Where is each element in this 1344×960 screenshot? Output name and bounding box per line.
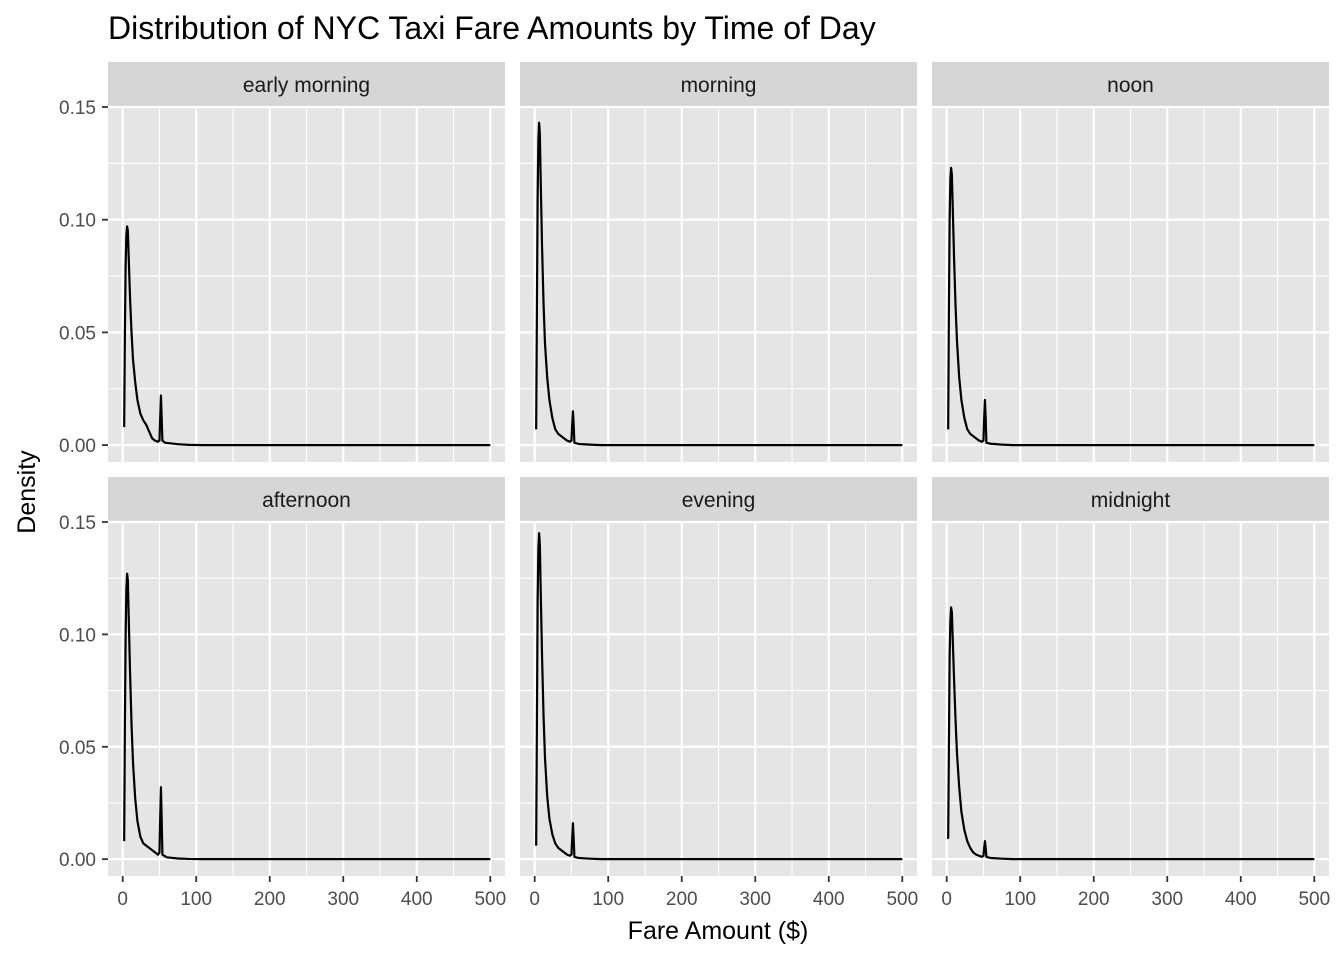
x-tick-label: 200 <box>666 889 698 910</box>
density-line <box>947 166 1315 447</box>
facet-panels: early morning 0.00 0.05 0.10 0.15 morning noon… <box>59 62 1330 910</box>
facet-strip-label: afternoon <box>262 489 351 512</box>
x-tick-label: 500 <box>886 889 918 910</box>
facet-strip <box>932 62 1329 107</box>
x-tick-label: 500 <box>474 889 506 910</box>
facet-afternoon: afternoon 0.00 0.05 0.10 0.15 0 100 200 300 400 50… <box>59 477 506 910</box>
facet-noon: noon <box>932 62 1329 462</box>
x-tick-label: 100 <box>592 889 624 910</box>
x-tick-label: 0 <box>941 889 952 910</box>
y-axis-title: Density <box>13 450 41 534</box>
x-tick-label: 400 <box>401 889 433 910</box>
density-line <box>947 606 1315 861</box>
x-axis-title: Fare Amount ($) <box>628 917 809 945</box>
x-tick-label: 300 <box>739 889 771 910</box>
y-tick-label: 0.10 <box>59 625 96 646</box>
facet-strip <box>520 477 917 522</box>
x-tick-label: 200 <box>1078 889 1110 910</box>
x-tick-label: 0 <box>529 889 540 910</box>
facet-strip-label: morning <box>681 74 757 97</box>
density-line <box>123 225 491 447</box>
density-line <box>535 121 903 447</box>
chart-title: Distribution of NYC Taxi Fare Amounts by… <box>108 10 876 46</box>
facet-strip <box>108 477 505 522</box>
density-line <box>123 572 491 861</box>
facet-strip-label: midnight <box>1091 489 1171 512</box>
facet-morning: morning <box>520 62 917 462</box>
x-tick-label: 400 <box>1225 889 1257 910</box>
facet-early-morning: early morning 0.00 0.05 0.10 0.15 <box>59 62 505 462</box>
facet-strip-label: evening <box>682 489 756 512</box>
y-tick-label: 0.10 <box>59 211 96 232</box>
facet-evening: evening 0 100 200 300 400 500 <box>520 477 918 910</box>
facet-strip-label: noon <box>1107 74 1154 97</box>
y-tick-label: 0.05 <box>59 738 96 759</box>
facet-strip <box>932 477 1329 522</box>
x-tick-label: 100 <box>1004 889 1036 910</box>
x-tick-label: 300 <box>1151 889 1183 910</box>
facet-midnight: midnight 0 100 200 300 400 500 <box>932 477 1330 910</box>
y-tick-label: 0.15 <box>59 98 96 119</box>
y-tick-label: 0.00 <box>59 436 96 457</box>
x-tick-label: 100 <box>180 889 212 910</box>
y-tick-label: 0.00 <box>59 850 96 871</box>
facet-strip <box>520 62 917 107</box>
y-tick-label: 0.05 <box>59 323 96 344</box>
density-line <box>535 532 903 861</box>
x-tick-label: 0 <box>117 889 128 910</box>
x-tick-label: 400 <box>813 889 845 910</box>
x-tick-label: 200 <box>254 889 286 910</box>
x-tick-label: 300 <box>327 889 359 910</box>
facet-strip-label: early morning <box>243 74 370 97</box>
x-tick-label: 500 <box>1298 889 1330 910</box>
facet-strip <box>108 62 505 107</box>
y-tick-label: 0.15 <box>59 513 96 534</box>
